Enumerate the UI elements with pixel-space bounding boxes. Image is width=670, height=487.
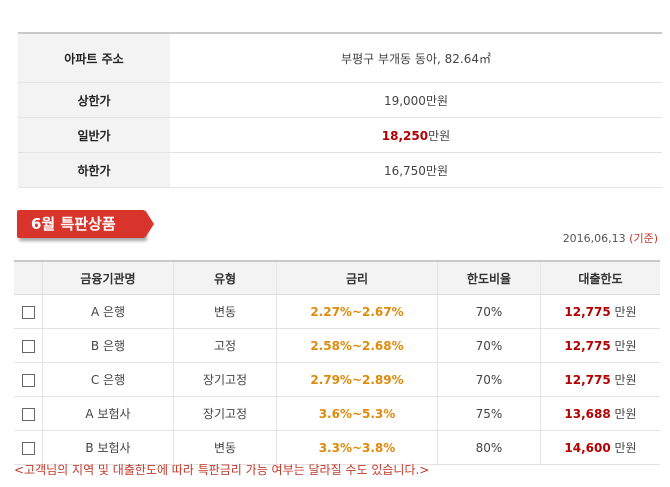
disclaimer-note: <고객님의 지역 및 대출한도에 따라 특판금리 가능 여부는 달라질 수도 있… [14,463,430,477]
info-label: 아파트 주소 [18,33,170,83]
info-value: 부평구 부개동 동아, 82.64㎡ [170,33,662,83]
info-value: 16,750만원 [170,152,662,188]
info-value: 19,000만원 [170,82,662,118]
rate-cell: 3.3%~3.8% [276,430,438,465]
type-cell: 변동 [173,430,277,465]
info-label: 상한가 [18,82,170,118]
type-cell: 고정 [173,328,277,363]
reference-date-value: 2016,06,13 [562,232,626,245]
limit-cell: 12,775 만원 [540,362,660,397]
row-checkbox[interactable] [21,407,35,421]
limit-amount: 12,775 [564,373,611,387]
limit-cell: 12,775 만원 [540,328,660,363]
ratio-cell: 70% [437,328,541,363]
row-select-cell [14,396,43,431]
table-header-row: 금융기관명 유형 금리 한도비율 대출한도 [14,261,660,295]
info-label: 하한가 [18,152,170,188]
table-row: B 은행 고정 2.58%~2.68% 70% 12,775 만원 [14,328,660,363]
table-row: A 보험사 장기고정 3.6%~5.3% 75% 13,688 만원 [14,396,660,431]
institution-cell: B 보험사 [42,430,174,465]
ratio-cell: 75% [437,396,541,431]
rate-cell: 3.6%~5.3% [276,396,438,431]
loan-products-table: 금융기관명 유형 금리 한도비율 대출한도 A 은행 변동 2.27%~2.67… [14,260,660,465]
institution-cell: A 보험사 [42,396,174,431]
header-rate: 금리 [276,261,438,295]
institution-cell: B 은행 [42,328,174,363]
general-price-amount: 18,250 [381,128,429,143]
apartment-info-table: 아파트 주소 부평구 부개동 동아, 82.64㎡ 상한가 19,000만원 일… [18,32,662,188]
table-row: A 은행 변동 2.27%~2.67% 70% 12,775 만원 [14,294,660,329]
limit-unit: 만원 [614,441,637,455]
limit-amount: 13,688 [564,407,611,421]
rate-cell: 2.58%~2.68% [276,328,438,363]
header-ratio: 한도비율 [437,261,541,295]
limit-cell: 12,775 만원 [540,294,660,329]
rate-cell: 2.27%~2.67% [276,294,438,329]
row-checkbox[interactable] [21,339,35,353]
type-cell: 장기고정 [173,396,277,431]
row-select-cell [14,362,43,397]
header-type: 유형 [173,261,277,295]
limit-unit: 만원 [614,339,637,353]
row-checkbox[interactable] [21,305,35,319]
limit-unit: 만원 [614,407,637,421]
header-checkbox-column [14,261,43,295]
limit-amount: 12,775 [564,339,611,353]
institution-cell: C 은행 [42,362,174,397]
limit-amount: 12,775 [564,305,611,319]
info-value: 18,250만원 [170,117,662,153]
row-select-cell [14,430,43,465]
limit-unit: 만원 [614,305,637,319]
reference-date: 2016,06,13 (기준) [563,230,658,246]
general-price-unit: 만원 [428,128,451,143]
rate-cell: 2.79%~2.89% [276,362,438,397]
limit-unit: 만원 [614,373,637,387]
limit-cell: 13,688 만원 [540,396,660,431]
special-products-banner: 6월 특판상품 [17,210,154,238]
ratio-cell: 80% [437,430,541,465]
info-row-upper-price: 상한가 19,000만원 [18,82,662,118]
header-limit: 대출한도 [540,261,660,295]
institution-cell: A 은행 [42,294,174,329]
ratio-cell: 70% [437,362,541,397]
table-row: B 보험사 변동 3.3%~3.8% 80% 14,600 만원 [14,430,660,465]
info-row-lower-price: 하한가 16,750만원 [18,152,662,188]
limit-cell: 14,600 만원 [540,430,660,465]
row-checkbox[interactable] [21,441,35,455]
ratio-cell: 70% [437,294,541,329]
info-row-general-price: 일반가 18,250만원 [18,117,662,153]
limit-amount: 14,600 [564,441,611,455]
row-checkbox[interactable] [21,373,35,387]
table-row: C 은행 장기고정 2.79%~2.89% 70% 12,775 만원 [14,362,660,397]
info-row-address: 아파트 주소 부평구 부개동 동아, 82.64㎡ [18,33,662,83]
header-institution: 금융기관명 [42,261,174,295]
row-select-cell [14,328,43,363]
type-cell: 변동 [173,294,277,329]
row-select-cell [14,294,43,329]
info-label: 일반가 [18,117,170,153]
reference-date-basis: (기준) [629,232,658,245]
type-cell: 장기고정 [173,362,277,397]
